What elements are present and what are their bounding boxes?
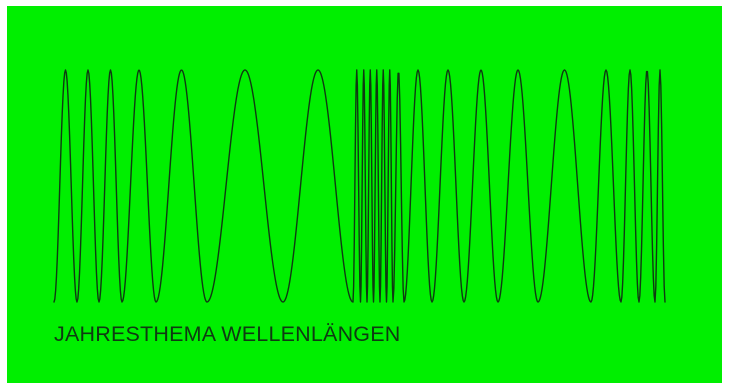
- wave-line: [53, 69, 666, 303]
- poster-title: JAHRESTHEMA WELLENLÄNGEN: [54, 322, 401, 346]
- wave-artwork: [7, 6, 722, 383]
- poster-panel: JAHRESTHEMA WELLENLÄNGEN: [7, 6, 722, 383]
- poster-background: [7, 6, 722, 383]
